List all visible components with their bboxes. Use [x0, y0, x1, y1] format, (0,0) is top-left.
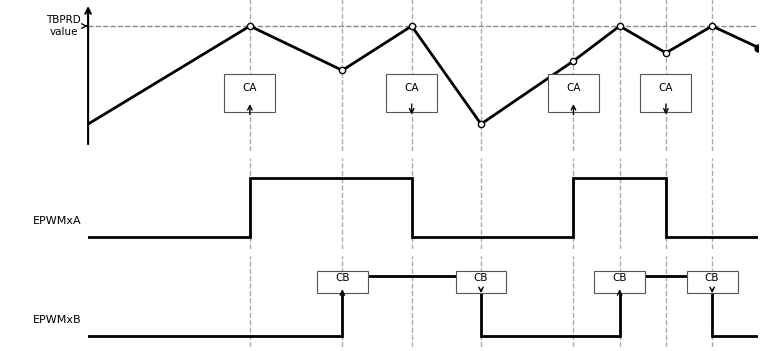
Text: CA: CA	[404, 83, 419, 93]
Text: CB: CB	[613, 273, 627, 284]
Text: CA: CA	[566, 83, 581, 93]
Bar	[386, 74, 437, 112]
Text: EPWMxB: EPWMxB	[32, 315, 81, 325]
Bar	[640, 74, 692, 112]
Text: CB: CB	[705, 273, 719, 284]
Text: EPWMxA: EPWMxA	[32, 217, 81, 226]
Bar	[456, 271, 506, 293]
Text: CB: CB	[335, 273, 349, 284]
Bar	[317, 271, 368, 293]
Bar	[224, 74, 275, 112]
Bar	[548, 74, 599, 112]
Text: CB: CB	[473, 273, 488, 284]
Bar	[686, 271, 738, 293]
Text: CA: CA	[659, 83, 673, 93]
Text: TBPRD
value: TBPRD value	[47, 15, 81, 37]
Text: CA: CA	[243, 83, 257, 93]
Bar	[594, 271, 645, 293]
